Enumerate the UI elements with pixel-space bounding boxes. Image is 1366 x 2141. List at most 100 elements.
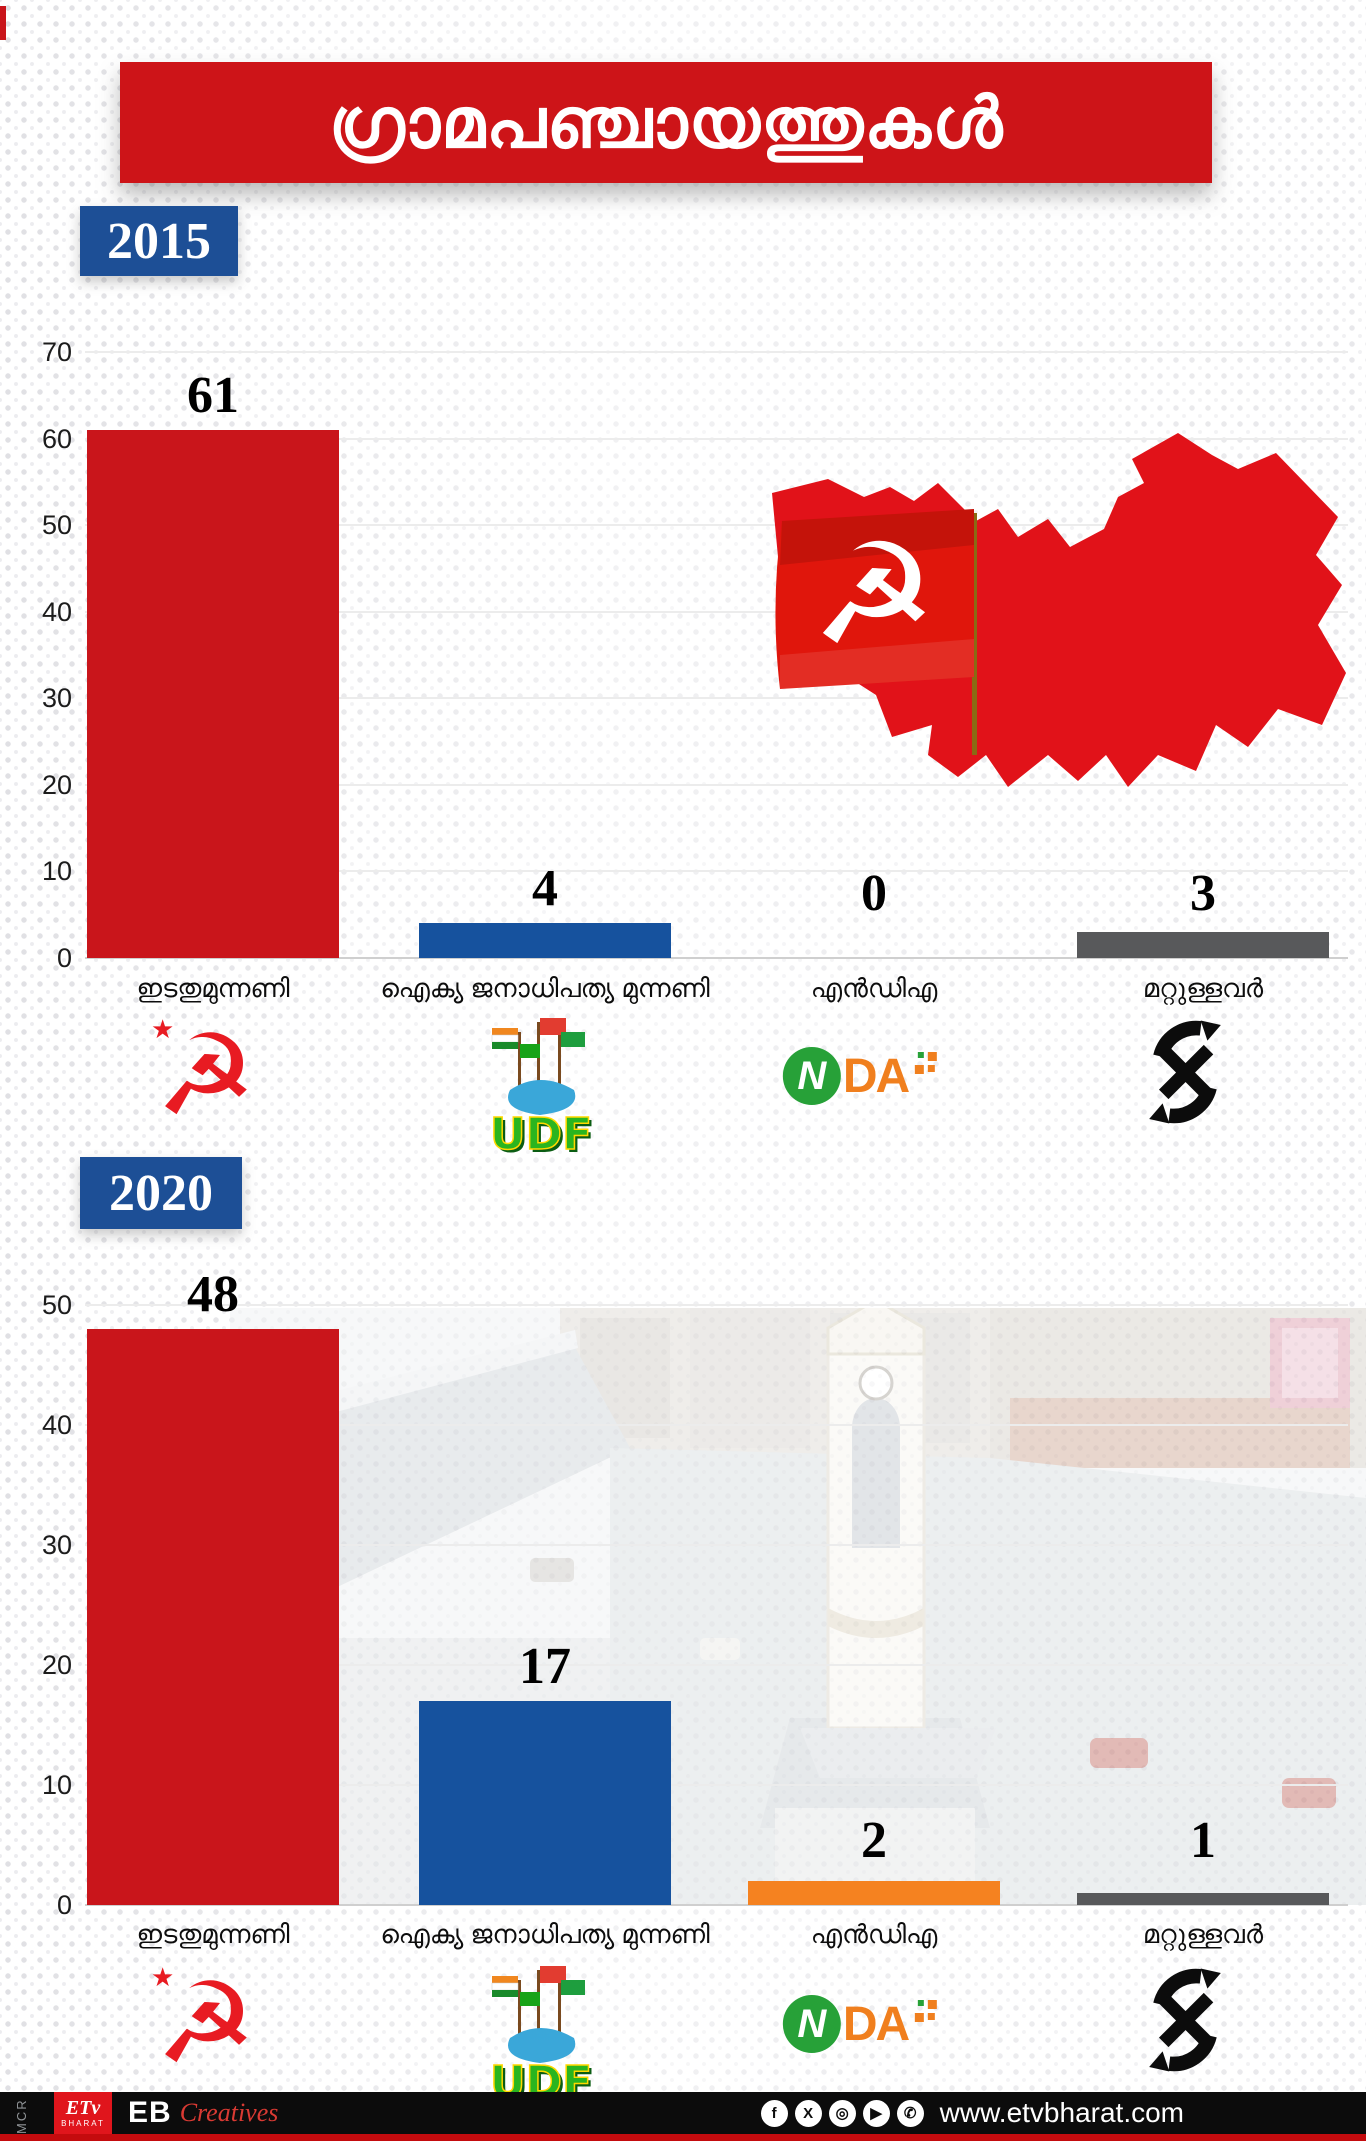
y-tick-label: 40 (41, 1410, 72, 1440)
udf-logo-icon: UDF UDF (480, 1016, 600, 1171)
bar-value-label: 2 (861, 1812, 887, 1869)
gridline-60 (85, 437, 1348, 440)
etv-bharat-logo: ETv BHARAT (54, 2092, 112, 2134)
hammer-sickle-glyph: ☭ (155, 1959, 257, 2089)
page-title: ഗ്രാമപഞ്ചായത്തുകൾ (328, 83, 1004, 162)
bar-2020-1 (419, 1701, 671, 1905)
instagram-icon[interactable]: ◎ (828, 2099, 856, 2127)
youtube-icon[interactable]: ▶ (862, 2099, 890, 2127)
ldf-hammer-sickle-icon: ☭ ★ (141, 1959, 271, 2094)
hammer-sickle-glyph: ☭ (155, 1011, 257, 1141)
year-badge-2020-label: 2020 (109, 1164, 213, 1222)
etv-logo-text: ETv (65, 2097, 101, 2119)
gridline-40 (85, 1424, 1348, 1426)
y-tick-label: 0 (56, 943, 72, 973)
nda-n-letter: N (797, 1053, 827, 1098)
udf-text: UDF (490, 1109, 592, 1160)
gridline-50 (85, 524, 1348, 527)
flag-pole (972, 513, 977, 755)
bar-2015-1 (419, 923, 671, 958)
udf-logo-icon-slot: UDF UDF (480, 1016, 600, 1171)
bar-value-label: 1 (1190, 1812, 1216, 1869)
y-tick-label: 60 (41, 423, 72, 454)
category-label: എൻഡിഎ (810, 973, 938, 1003)
eb-creatives-logo: EB Creatives (128, 2092, 278, 2134)
others-symbol-icon (1129, 1016, 1241, 1133)
category-label: ഐക്യ ജനാധിപത്യ മുന്നണി (380, 973, 710, 1003)
y-tick-label: 50 (41, 510, 72, 541)
bar-2020-0 (87, 1329, 339, 1905)
others-symbol-icon-slot (1129, 1964, 1241, 2081)
category-label: മറ്റുള്ളവർ (1142, 1919, 1264, 1949)
others-symbol-icon (1129, 1964, 1241, 2081)
gridline-30 (85, 697, 1348, 700)
others-symbol-icon-slot (1129, 1016, 1241, 1133)
nda-logo-icon: N DA (782, 1016, 938, 1136)
bar-2020-2 (748, 1881, 1000, 1905)
website-url: www.etvbharat.com (939, 2097, 1184, 2128)
ldf-hammer-sickle-icon-slot: ☭ ★ (141, 1011, 271, 1146)
y-tick-label: 20 (41, 1650, 72, 1680)
nda-n-letter: N (797, 2001, 827, 2046)
gridline-20 (85, 783, 1348, 786)
y-tick-label: 30 (41, 1530, 72, 1560)
bar-value-label: 61 (187, 366, 239, 424)
category-label: ഇടതുമുന്നണി (136, 1919, 290, 1949)
gridline-10 (85, 1784, 1348, 1786)
bar-value-label: 3 (1190, 865, 1216, 922)
gridline-40 (85, 610, 1348, 613)
footer-right-group: f X ◎ ▶ ✆ www.etvbharat.com (760, 2092, 1184, 2134)
kerala-district-map: ☭ (676, 425, 1366, 825)
bar-value-label: 0 (861, 865, 887, 922)
nda-pixel-dots (915, 1052, 938, 1074)
footer-red-strip (0, 2134, 1366, 2141)
y-tick-label: 50 (41, 1290, 72, 1320)
category-label: മറ്റുള്ളവർ (1142, 973, 1264, 1003)
bar-2015-0 (87, 429, 339, 958)
bar-value-label: 4 (532, 860, 558, 918)
category-label: ഇടതുമുന്നണി (136, 973, 290, 1003)
title-banner: ഗ്രാമപഞ്ചായത്തുകൾ (120, 62, 1212, 183)
nda-n-circle: N (782, 1995, 841, 2053)
gridline-0 (85, 957, 1348, 959)
star-glyph: ★ (151, 1014, 175, 1044)
etv-logo-subtext: BHARAT (61, 2119, 105, 2128)
bar-value-label: 48 (187, 1266, 239, 1323)
credit-mcr: MCR (14, 2098, 29, 2134)
communist-flag (775, 509, 974, 689)
eb-logo-text: EB (128, 2096, 172, 2129)
year-badge-2020: 2020 (80, 1157, 242, 1229)
bar-2020-3 (1077, 1893, 1329, 1905)
gridline-50 (85, 1304, 1348, 1306)
x-icon[interactable]: X (794, 2099, 822, 2127)
bar-2015-3 (1077, 932, 1329, 958)
gridline-0 (85, 1904, 1348, 1906)
category-label: എൻഡിഎ (810, 1919, 938, 1949)
y-tick-label: 0 (56, 1890, 72, 1920)
facebook-icon[interactable]: f (760, 2099, 788, 2127)
y-tick-label: 10 (41, 856, 72, 887)
ldf-hammer-sickle-icon-slot: ☭ ★ (141, 1959, 271, 2094)
y-tick-label: 40 (41, 596, 72, 627)
bar-value-label: 17 (519, 1638, 571, 1695)
nda-da-letters: DA (842, 1049, 910, 1103)
nda-logo-icon-slot: N DA (782, 1964, 938, 2084)
y-tick-label: 20 (41, 769, 72, 800)
ldf-hammer-sickle-icon: ☭ ★ (141, 1011, 271, 1146)
hammer-sickle-glyph: ☭ (811, 514, 937, 677)
creatives-logo-text: Creatives (179, 2098, 279, 2127)
gridline-30 (85, 1544, 1348, 1546)
nda-n-circle: N (782, 1047, 841, 1105)
nda-pixel-dots (915, 2000, 938, 2022)
social-icons: f X ◎ ▶ ✆ (760, 2099, 924, 2127)
year-badge-2015-label: 2015 (107, 212, 211, 270)
footer-bar: MCR ETv BHARAT EB Creatives f X ◎ ▶ ✆ www.et… (0, 2092, 1366, 2141)
y-tick-label: 30 (41, 683, 72, 714)
nda-da-letters: DA (842, 1997, 910, 2051)
udf-text-shadow: UDF (493, 1112, 595, 1163)
nda-logo-icon: N DA (782, 1964, 938, 2084)
whatsapp-icon[interactable]: ✆ (896, 2099, 924, 2127)
y-tick-label: 10 (41, 1770, 72, 1800)
gridline-70 (85, 351, 1348, 353)
